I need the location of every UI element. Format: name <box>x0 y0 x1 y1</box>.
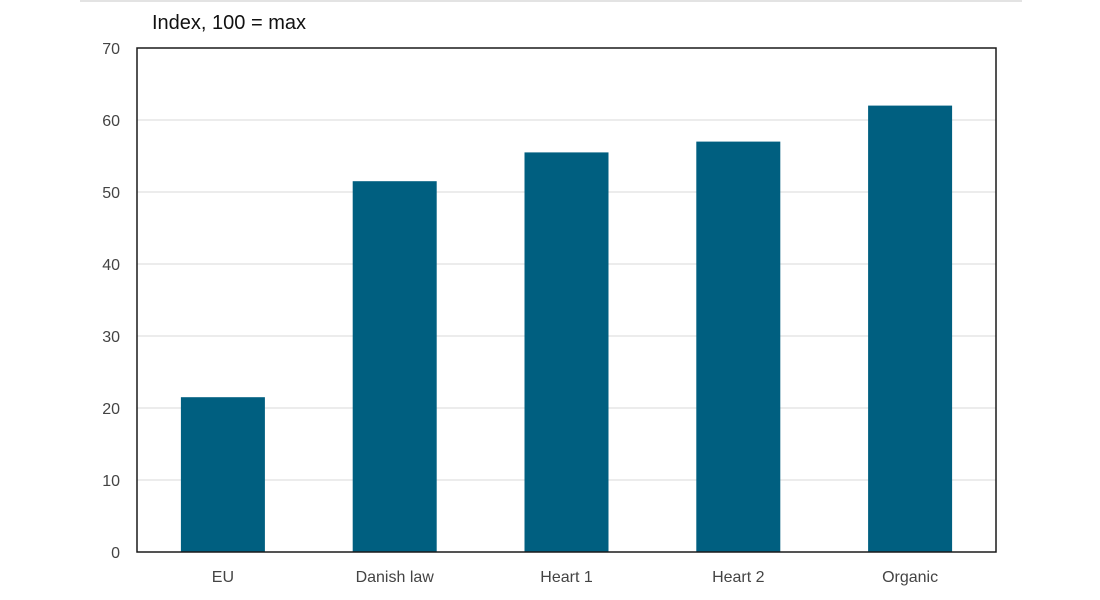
bar-eu <box>180 397 265 552</box>
gridlines <box>137 119 996 481</box>
x-tick-label: EU <box>212 569 234 586</box>
bar-heart-1 <box>524 152 609 552</box>
y-tick-label: 0 <box>111 545 120 562</box>
plot-frame <box>136 47 997 553</box>
x-tick-label: Organic <box>882 569 938 586</box>
top-rule <box>80 0 1022 2</box>
y-tick-label: 70 <box>102 41 120 58</box>
y-tick-label: 60 <box>102 113 120 130</box>
y-tick-label: 30 <box>102 329 120 346</box>
bars <box>180 105 953 552</box>
bar-organic <box>868 105 953 552</box>
y-tick-label: 10 <box>102 473 120 490</box>
bar-danish-law <box>352 181 437 552</box>
y-axis-ticks: 0 10 20 30 40 50 60 70 <box>102 41 120 562</box>
y-tick-label: 20 <box>102 401 120 418</box>
y-tick-label: 50 <box>102 185 120 202</box>
y-tick-label: 40 <box>102 257 120 274</box>
unit-label: Index, 100 = max <box>152 12 306 34</box>
x-tick-label: Heart 1 <box>540 569 593 586</box>
x-tick-label: Heart 2 <box>712 569 765 586</box>
x-tick-label: Danish law <box>356 569 435 586</box>
x-axis-labels: EU Danish law Heart 1 Heart 2 Organic <box>212 569 938 586</box>
bar-heart-2 <box>696 141 781 552</box>
